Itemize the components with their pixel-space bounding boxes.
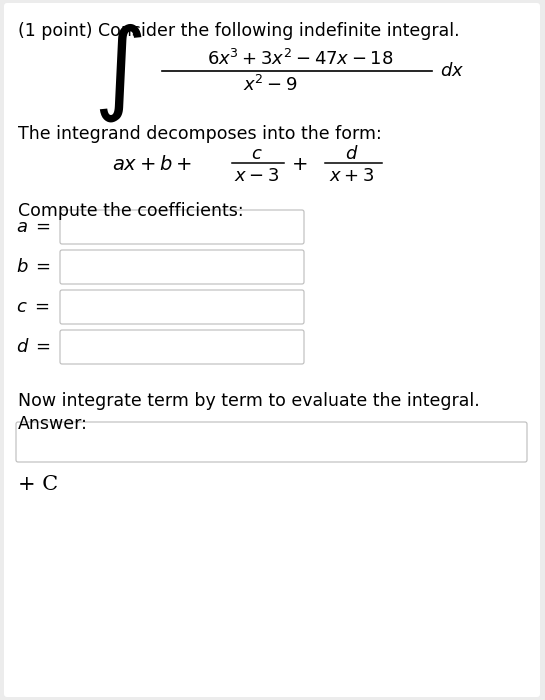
Text: $c\;=$: $c\;=$ xyxy=(16,298,50,316)
Text: $x - 3$: $x - 3$ xyxy=(234,167,280,185)
FancyBboxPatch shape xyxy=(60,290,304,324)
FancyBboxPatch shape xyxy=(60,210,304,244)
Text: $x + 3$: $x + 3$ xyxy=(329,167,374,185)
FancyBboxPatch shape xyxy=(4,3,540,697)
Text: (1 point) Consider the following indefinite integral.: (1 point) Consider the following indefin… xyxy=(18,22,459,40)
Text: Compute the coefficients:: Compute the coefficients: xyxy=(18,202,244,220)
Text: The integrand decomposes into the form:: The integrand decomposes into the form: xyxy=(18,125,382,143)
Text: $d$: $d$ xyxy=(345,145,359,163)
Text: $dx$: $dx$ xyxy=(440,62,464,80)
Text: $a\;=$: $a\;=$ xyxy=(16,218,51,236)
Text: Answer:: Answer: xyxy=(18,415,88,433)
Text: $c$: $c$ xyxy=(251,145,263,163)
Text: Now integrate term by term to evaluate the integral.: Now integrate term by term to evaluate t… xyxy=(18,392,480,410)
Text: $\int$: $\int$ xyxy=(93,22,143,125)
FancyBboxPatch shape xyxy=(60,250,304,284)
Text: $x^2 - 9$: $x^2 - 9$ xyxy=(243,75,298,95)
FancyBboxPatch shape xyxy=(16,422,527,462)
Text: $d\;=$: $d\;=$ xyxy=(16,338,51,356)
Text: $+$: $+$ xyxy=(291,156,307,174)
Text: + C: + C xyxy=(18,475,58,494)
FancyBboxPatch shape xyxy=(60,330,304,364)
Text: $6x^3 + 3x^2 - 47x - 18$: $6x^3 + 3x^2 - 47x - 18$ xyxy=(207,49,393,69)
Text: $b\;=$: $b\;=$ xyxy=(16,258,51,276)
Text: $ax + b +$: $ax + b +$ xyxy=(112,155,192,174)
